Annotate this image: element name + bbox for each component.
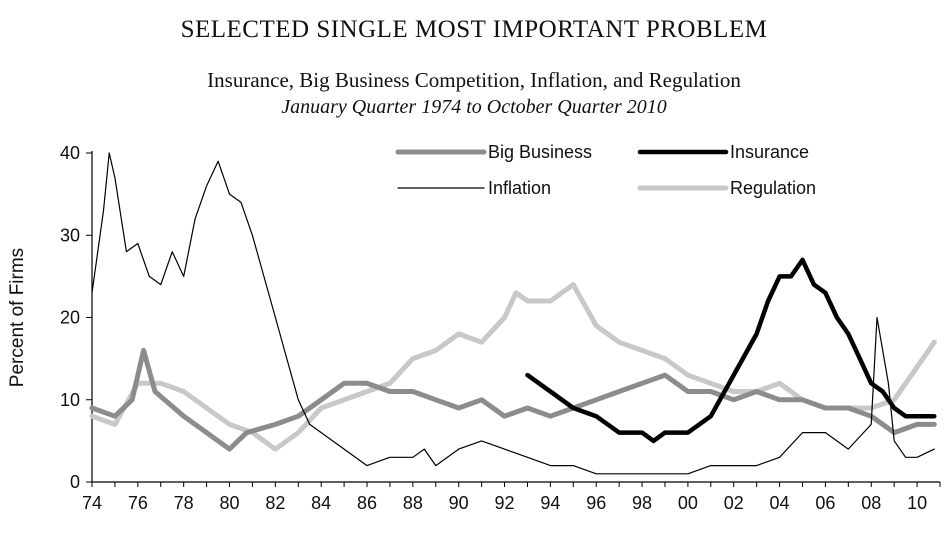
x-tick-label: 06: [815, 493, 835, 513]
x-tick-label: 08: [861, 493, 881, 513]
x-tick-label: 92: [495, 493, 515, 513]
x-tick-label: 88: [403, 493, 423, 513]
x-tick-label: 10: [907, 493, 927, 513]
x-tick-label: 04: [770, 493, 790, 513]
x-tick-label: 90: [449, 493, 469, 513]
chart-subtitle: Insurance, Big Business Competition, Inf…: [207, 68, 741, 92]
y-tick-label: 40: [60, 143, 80, 163]
chart-period: January Quarter 1974 to October Quarter …: [281, 96, 667, 118]
x-tick-label: 80: [219, 493, 239, 513]
y-tick-label: 10: [60, 390, 80, 410]
legend-label-big-business: Big Business: [488, 142, 592, 162]
y-tick-label: 20: [60, 308, 80, 328]
x-tick-label: 86: [357, 493, 377, 513]
y-tick-label: 30: [60, 225, 80, 245]
series-line-inflation: [91, 152, 935, 475]
x-tick-label: 76: [128, 493, 148, 513]
legend-label-regulation: Regulation: [730, 178, 816, 198]
series-line-big-business: [89, 347, 937, 452]
x-tick-label: 82: [265, 493, 285, 513]
x-tick-label: 84: [311, 493, 331, 513]
x-tick-label: 00: [678, 493, 698, 513]
x-tick-label: 96: [586, 493, 606, 513]
series-line-insurance: [525, 257, 937, 444]
x-tick-label: 94: [540, 493, 560, 513]
chart-title: SELECTED SINGLE MOST IMPORTANT PROBLEM: [180, 16, 768, 43]
legend-label-inflation: Inflation: [488, 178, 551, 198]
series-line-regulation: [89, 282, 937, 452]
x-tick-label: 74: [82, 493, 102, 513]
x-tick-label: 78: [174, 493, 194, 513]
y-tick-label: 0: [70, 472, 80, 492]
legend-label-insurance: Insurance: [730, 142, 809, 162]
x-tick-label: 02: [724, 493, 744, 513]
x-tick-label: 98: [632, 493, 652, 513]
y-axis-label: Percent of Firms: [7, 248, 28, 387]
